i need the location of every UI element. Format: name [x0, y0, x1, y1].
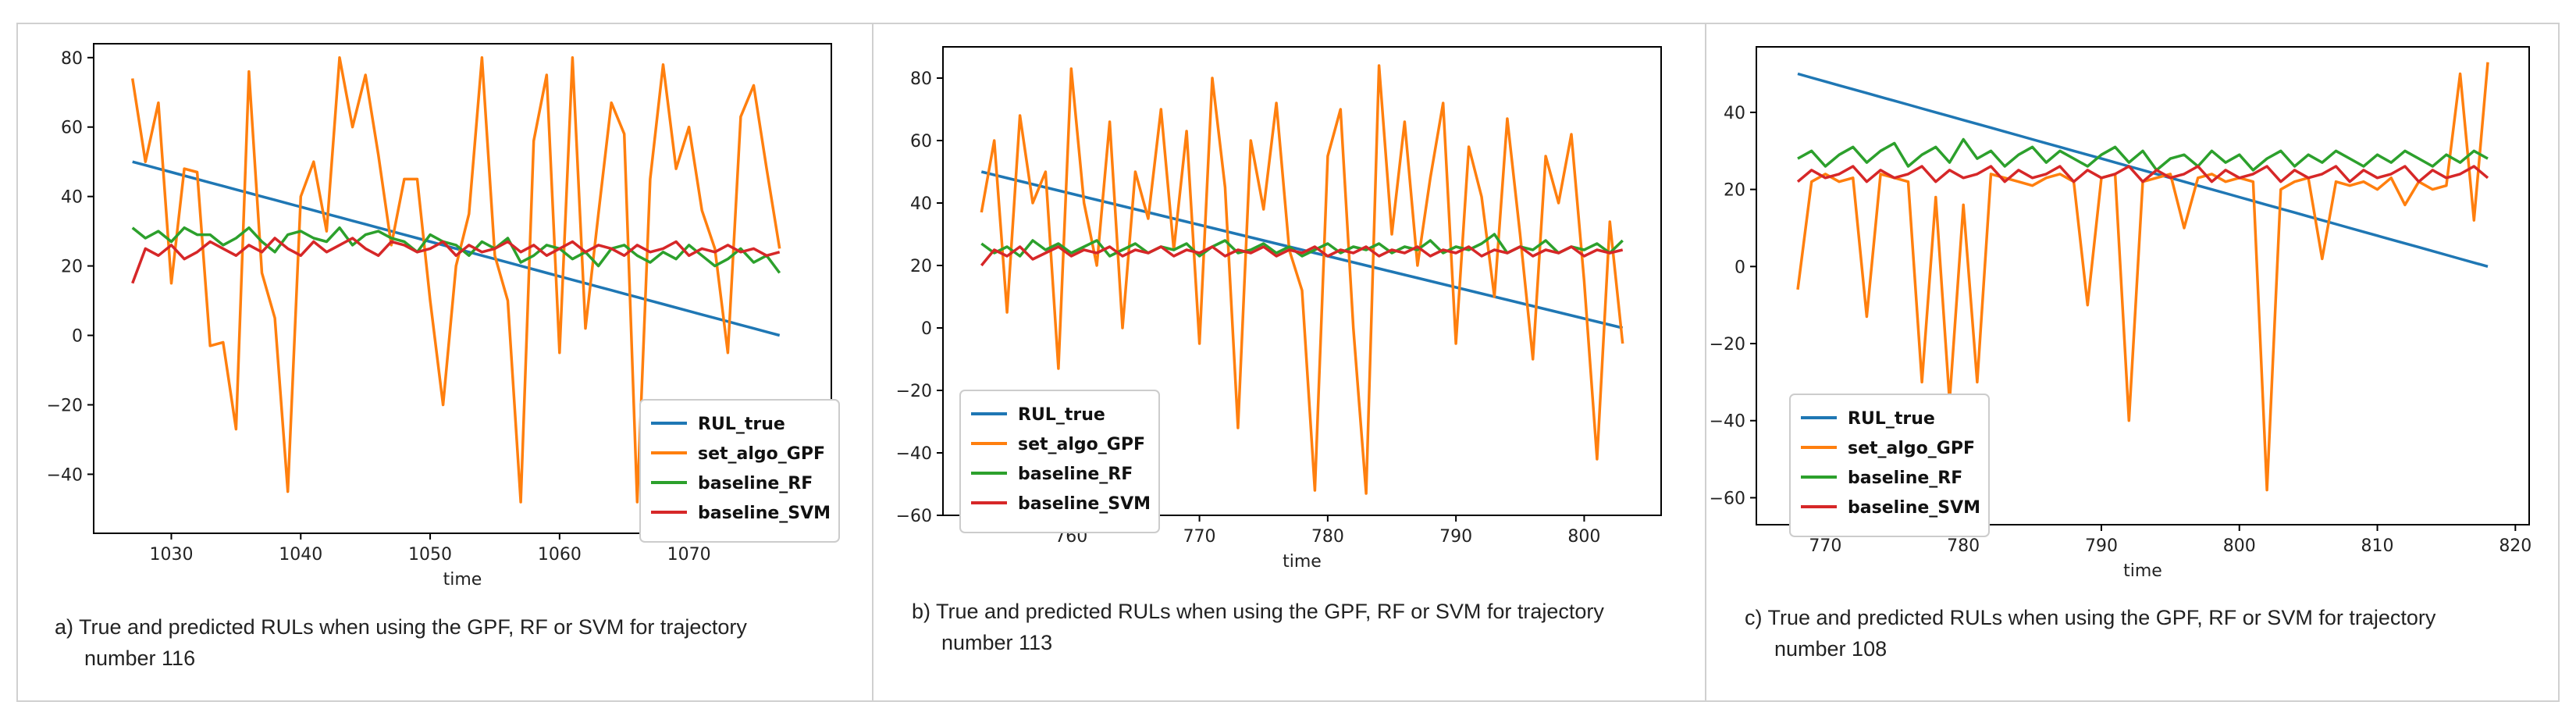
y-tick-label: 20	[61, 258, 83, 277]
legend-entry: set_algo_GPF	[1018, 435, 1145, 454]
legend-entry: baseline_RF	[698, 474, 813, 493]
y-tick-label: −60	[896, 507, 932, 526]
y-tick-label: −20	[47, 396, 83, 415]
legend-entry: set_algo_GPF	[1848, 439, 1975, 458]
y-tick-label: 60	[910, 132, 932, 151]
y-tick-label: −40	[1710, 412, 1745, 432]
x-tick-label: 1030	[149, 545, 193, 565]
chart-panel-b: 760 770 780 790 800806040200−20−40−60timeRUL…	[896, 46, 1662, 654]
figure-caption: c) True and predicted RULs when using th…	[1745, 606, 2436, 629]
series-line-baseline-svm	[131, 237, 781, 284]
series-line-rul-true	[980, 170, 1624, 330]
x-tick-label: 780	[1947, 536, 1980, 556]
x-tick-label: 770	[1809, 536, 1841, 556]
x-axis-label: time	[1283, 552, 1322, 572]
x-tick-label: 810	[2361, 536, 2394, 556]
x-tick-label: 770	[1183, 527, 1216, 547]
y-tick-label: −40	[896, 444, 932, 464]
legend-entry: baseline_RF	[1848, 468, 1962, 488]
series-line-rul-true	[132, 160, 781, 337]
x-tick-label: 790	[2085, 536, 2118, 556]
figure-caption-line-2: number 116	[84, 647, 195, 670]
series-line-set-algo-gpf	[130, 56, 781, 504]
legend-frame	[1789, 394, 1990, 537]
y-tick-label: 40	[1724, 104, 1745, 123]
legend: RUL_true set_algo_GPF baseline_RF baseline_…	[1789, 394, 1990, 537]
y-tick-label: −60	[1710, 489, 1745, 508]
figure-caption-line-2: number 113	[941, 631, 1052, 654]
x-tick-label: 1040	[279, 545, 322, 565]
x-axis-label: time	[2123, 561, 2162, 581]
x-axis-label: time	[443, 570, 482, 590]
figure-caption: a) True and predicted RULs when using th…	[55, 615, 747, 639]
y-tick-label: 0	[1735, 258, 1745, 277]
y-tick-label: 80	[910, 69, 932, 89]
legend-entry: RUL_true	[1018, 405, 1105, 425]
chart-panel-c: 770 780 790 800 810 820 40 20 0 −20 −40 −60 time RUL_…	[1710, 46, 2532, 661]
series-line-set-algo-gpf	[980, 64, 1624, 495]
x-tick-label: 1050	[408, 545, 452, 565]
legend-entry: RUL_true	[1848, 409, 1935, 429]
y-tick-label: −20	[1710, 335, 1745, 354]
x-tick-label: 790	[1439, 527, 1472, 547]
legend-entry: baseline_RF	[1018, 465, 1133, 484]
legend-entry: RUL_true	[698, 415, 785, 434]
series-line-baseline-rf	[131, 226, 781, 274]
legend-frame	[639, 399, 840, 543]
y-tick-label: 0	[921, 319, 932, 339]
panels: 1030 1040 1050 1060 1070 80 60 40 20 0 −20 −40 time R…	[47, 43, 2532, 670]
x-tick-label: 1060	[538, 545, 582, 565]
y-tick-label: 40	[910, 194, 932, 214]
series-line-rul-true	[1797, 72, 2489, 268]
series-line-baseline-svm	[980, 245, 1624, 267]
y-tick-label: 20	[910, 257, 932, 276]
legend-entry: baseline_SVM	[698, 504, 831, 523]
y-tick-label: 20	[1724, 181, 1745, 201]
legend: RUL_true set_algo_GPF baseline_RF baseline_…	[959, 390, 1160, 533]
series-line-baseline-rf	[1797, 137, 2489, 172]
x-tick-label: 780	[1311, 527, 1344, 547]
legend-entry: set_algo_GPF	[698, 444, 825, 464]
legend-entry: baseline_SVM	[1848, 498, 1980, 518]
figure-caption: b) True and predicted RULs when using th…	[912, 600, 1604, 623]
chart-panel-a: 1030 1040 1050 1060 1070 80 60 40 20 0 −20 −40 time R…	[47, 43, 840, 670]
legend-entry: baseline_SVM	[1018, 494, 1151, 514]
x-tick-label: 820	[2499, 536, 2532, 556]
y-tick-label: 0	[72, 327, 83, 347]
y-tick-label: 80	[61, 49, 83, 69]
y-tick-label: 40	[61, 188, 83, 208]
figure-caption-line-2: number 108	[1774, 637, 1887, 661]
series-line-baseline-svm	[1796, 165, 2489, 183]
y-tick-label: −20	[896, 382, 932, 401]
y-tick-label: −40	[47, 465, 83, 485]
x-tick-label: 1070	[667, 545, 711, 565]
y-tick-label: 60	[61, 119, 83, 138]
legend-frame	[959, 390, 1160, 533]
legend: RUL_true set_algo_GPF baseline_RF baseline_…	[639, 399, 840, 543]
x-tick-label: 800	[2223, 536, 2256, 556]
x-tick-label: 800	[1567, 527, 1600, 547]
